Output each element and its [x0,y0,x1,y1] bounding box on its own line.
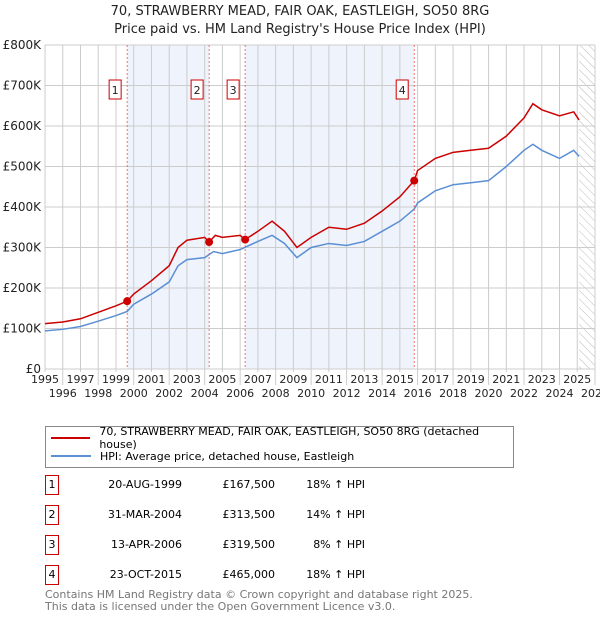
price-chart: 1995199619971998199920002001200220032004… [3,38,600,400]
legend-item-property: 70, STRAWBERRY MEAD, FAIR OAK, EASTLEIGH… [51,425,513,451]
chart-title: 70, STRAWBERRY MEAD, FAIR OAK, EASTLEIGH… [110,4,490,19]
x-tick-label: 1997 [66,373,94,386]
x-tick-label: 2002 [155,387,183,400]
x-tick-label: 2005 [208,373,236,386]
x-tick-label: 1995 [31,373,59,386]
x-tick-label: 2007 [244,373,272,386]
y-tick-label: £400K [3,200,43,214]
x-tick-label: 2019 [457,373,485,386]
sale-label-box [108,79,122,100]
sale-row: 3 13-APR-2006 £319,500 8% ↑ HPI [45,535,600,555]
x-tick-label: 2023 [528,373,556,386]
x-tick-label: 2018 [439,387,467,400]
y-tick-label: £100K [3,322,43,336]
sale-label-box [395,79,409,100]
x-tick-label: 2016 [404,387,432,400]
x-tick-label: 2014 [368,387,396,400]
x-tick-label: 2000 [120,387,148,400]
sale-price: £319,500 [222,538,276,551]
sale-label-box [190,79,204,100]
x-tick-label: 2008 [262,387,290,400]
sale-point [205,238,214,247]
sale-point [123,297,132,306]
footer-line: Contains HM Land Registry data © Crown c… [45,588,473,601]
x-tick-label: 2004 [191,387,219,400]
sale-row: 2 31-MAR-2004 £313,500 14% ↑ HPI [45,505,600,525]
sale-row: 4 23-OCT-2015 £465,000 18% ↑ HPI [45,565,600,585]
chart-subtitle: Price paid vs. HM Land Registry's House … [114,22,486,37]
legend-label: 70, STRAWBERRY MEAD, FAIR OAK, EASTLEIGH… [99,425,480,451]
sale-label: 1 [112,84,119,97]
sale-label: 3 [230,84,237,97]
y-tick-label: £600K [3,119,43,133]
sale-point [241,235,250,244]
footer-line: This data is licensed under the Open Gov… [45,600,396,613]
x-tick-label: 2010 [297,387,325,400]
sale-hpi-diff: 18% ↑ HPI [306,478,365,491]
x-tick-label: 2020 [475,387,503,400]
x-tick-label: 1996 [49,387,77,400]
sale-label: 4 [399,84,406,97]
sale-date: 23-OCT-2015 [109,568,182,581]
x-tick-label: 1998 [84,387,112,400]
y-tick-label: £200K [3,281,43,295]
y-tick-label: £500K [3,160,43,174]
sale-number-badge: 2 [45,505,59,525]
sale-date: 20-AUG-1999 [108,478,182,491]
sale-number-badge: 1 [45,475,59,495]
sale-number-badge: 3 [45,535,59,555]
x-tick-label: 2021 [492,373,520,386]
x-tick-label: 2012 [333,387,361,400]
sale-number-badge: 4 [45,565,59,585]
sale-point [410,176,419,185]
y-tick-label: £0 [26,362,41,376]
x-tick-label: 2017 [421,373,449,386]
legend-label: HPI: Average price, detached house, East… [100,449,355,463]
x-tick-label: 2011 [315,373,343,386]
x-tick-label: 2013 [350,373,378,386]
legend-swatch-blue [51,455,91,457]
x-tick-label: 2025 [563,373,591,386]
x-tick-label: 2026 [581,387,600,400]
x-tick-label: 2009 [279,373,307,386]
x-tick-label: 2001 [137,373,165,386]
y-tick-label: £800K [3,38,43,52]
sale-price: £167,500 [222,478,276,491]
series-line-hpi [44,143,580,332]
x-tick-label: 2022 [510,387,538,400]
x-tick-label: 2024 [546,387,574,400]
footer: Contains HM Land Registry data © Crown c… [45,589,473,613]
series-line-property [44,102,580,325]
legend-item-hpi: HPI: Average price, detached house, East… [51,448,354,464]
sale-label-box [226,79,240,100]
sale-date: 31-MAR-2004 [107,508,182,521]
sale-hpi-diff: 8% ↑ HPI [313,538,365,551]
x-tick-label: 2003 [173,373,201,386]
sale-row: 1 20-AUG-1999 £167,500 18% ↑ HPI [45,475,600,495]
legend: 70, STRAWBERRY MEAD, FAIR OAK, EASTLEIGH… [45,425,514,468]
y-tick-label: £300K [3,241,43,255]
x-tick-label: 1999 [102,373,130,386]
legend-swatch-red [51,437,91,439]
sale-date: 13-APR-2006 [110,538,182,551]
sale-hpi-diff: 18% ↑ HPI [306,568,365,581]
sale-hpi-diff: 14% ↑ HPI [306,508,365,521]
x-tick-label: 2015 [386,373,414,386]
sale-label: 2 [194,84,201,97]
y-tick-label: £700K [3,79,43,93]
x-tick-label: 2006 [226,387,254,400]
sale-price: £313,500 [222,508,276,521]
sale-price: £465,000 [222,568,276,581]
